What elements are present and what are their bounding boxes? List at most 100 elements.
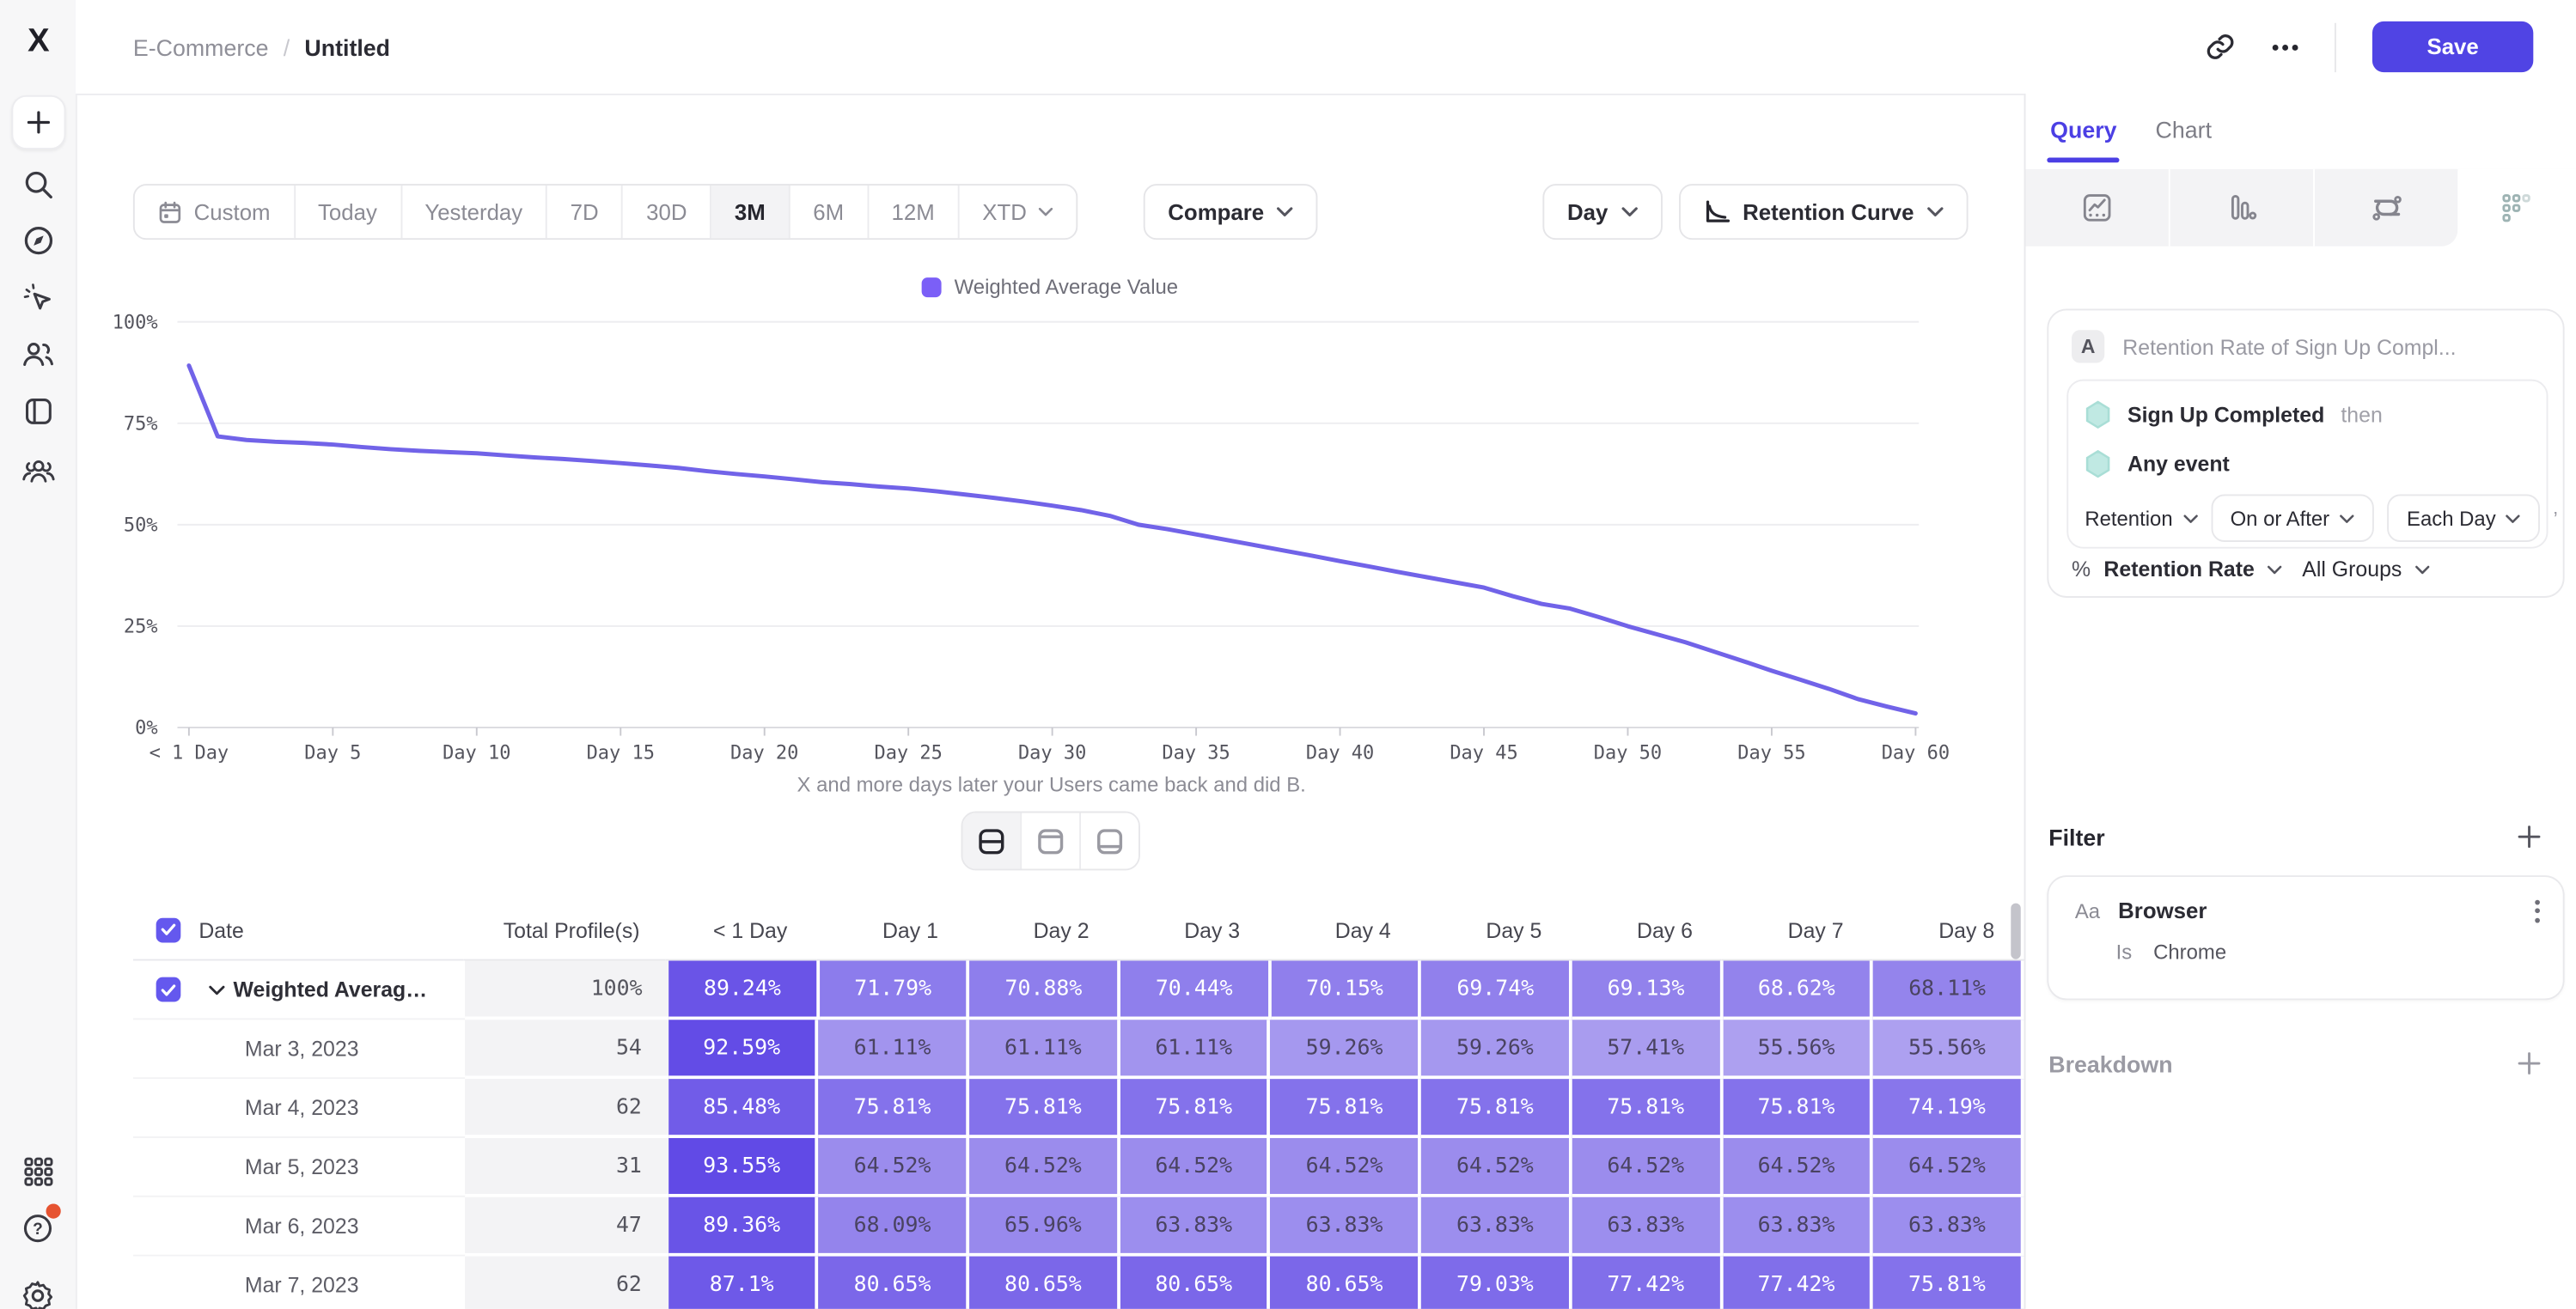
retention-cell[interactable]: 68.62% — [1723, 960, 1874, 1020]
range-xtd[interactable]: XTD — [959, 186, 1076, 238]
retention-cell[interactable]: 69.74% — [1421, 960, 1572, 1020]
retention-cell[interactable]: 75.81% — [969, 1079, 1120, 1139]
add-breakdown-button[interactable] — [2517, 1051, 2542, 1076]
retention-cell[interactable]: 80.65% — [969, 1256, 1120, 1309]
retention-cell[interactable]: 70.15% — [1271, 960, 1422, 1020]
groups-dropdown[interactable]: All Groups — [2302, 557, 2402, 581]
retention-cell[interactable]: 75.81% — [1572, 1079, 1723, 1139]
breadcrumb-project[interactable]: E-Commerce — [132, 34, 269, 61]
range-3m[interactable]: 3M — [711, 186, 791, 239]
window-dropdown[interactable]: On or After — [2210, 494, 2374, 542]
retention-cell[interactable]: 79.03% — [1421, 1256, 1572, 1309]
apps-grid-icon[interactable] — [13, 1147, 62, 1196]
tab-query[interactable]: Query — [2047, 116, 2121, 163]
retention-cell[interactable]: 89.36% — [668, 1196, 819, 1257]
retention-cell[interactable]: 55.56% — [1873, 1020, 2024, 1080]
retention-cell[interactable]: 68.09% — [818, 1196, 970, 1257]
measure-dropdown[interactable]: Retention Rate — [2103, 557, 2255, 581]
select-all-checkbox[interactable] — [156, 916, 181, 942]
retention-cell[interactable]: 63.83% — [1873, 1196, 2024, 1257]
retention-cell[interactable]: 59.26% — [1421, 1020, 1572, 1080]
retention-mode-dropdown[interactable]: Retention — [2085, 507, 2197, 530]
retention-cell[interactable]: 93.55% — [668, 1138, 819, 1197]
compare-button[interactable]: Compare — [1143, 184, 1319, 240]
retention-cell[interactable]: 80.65% — [1270, 1256, 1422, 1309]
retention-cell[interactable]: 64.52% — [1873, 1138, 2024, 1197]
retention-cell[interactable]: 63.83% — [1270, 1196, 1422, 1257]
add-filter-button[interactable] — [2517, 825, 2542, 849]
new-report-button[interactable] — [11, 94, 66, 149]
split-view-button[interactable] — [961, 813, 1022, 869]
bucket-dropdown[interactable]: Each Day — [2387, 494, 2541, 542]
retention-cell[interactable]: 63.83% — [1120, 1196, 1271, 1257]
retention-cell[interactable]: 85.48% — [668, 1079, 819, 1139]
retention-cell[interactable]: 70.44% — [1120, 960, 1272, 1020]
flows-icon[interactable] — [2315, 168, 2458, 247]
range-custom[interactable]: Custom — [135, 186, 296, 239]
first-event[interactable]: Sign Up Completed — [2127, 402, 2325, 428]
chart-only-view-button[interactable] — [1021, 813, 1081, 869]
cohorts-group-icon[interactable] — [13, 445, 62, 494]
table-scrollbar[interactable] — [2011, 903, 2021, 959]
range-6m[interactable]: 6M — [790, 186, 869, 239]
save-button[interactable]: Save — [2372, 21, 2534, 73]
chart-type-button[interactable]: Retention Curve — [1678, 184, 1969, 240]
retention-cell[interactable]: 87.1% — [668, 1256, 819, 1309]
retention-cell[interactable]: 64.52% — [1722, 1138, 1874, 1197]
filter-value[interactable]: Chrome — [2153, 941, 2227, 965]
retention-cell[interactable]: 77.42% — [1722, 1256, 1874, 1309]
retention-cell[interactable]: 74.19% — [1873, 1079, 2024, 1139]
retention-cell[interactable]: 75.81% — [1873, 1256, 2024, 1309]
row-checkbox[interactable] — [156, 977, 181, 1002]
retention-curve-chart[interactable]: 100% 75% 50% 25% 0% < 1 Day Day 5 Day 10 Day 15 D… — [76, 263, 2024, 805]
filter-operator[interactable]: Is — [2115, 941, 2133, 965]
filter-options-icon[interactable] — [2535, 898, 2540, 922]
query-title[interactable]: Retention Rate of Sign Up Compl... — [2122, 334, 2457, 359]
tab-chart[interactable]: Chart — [2155, 116, 2212, 143]
retention-cell[interactable]: 64.52% — [1120, 1138, 1271, 1197]
retention-cell[interactable]: 70.88% — [969, 960, 1121, 1020]
events-cursor-icon[interactable] — [13, 272, 62, 321]
discover-compass-icon[interactable] — [13, 215, 62, 264]
retention-cell[interactable]: 64.52% — [1572, 1138, 1723, 1197]
retention-cell[interactable]: 75.81% — [1120, 1079, 1271, 1139]
filter-property[interactable]: Browser — [2118, 898, 2207, 923]
retention-cell[interactable]: 80.65% — [1120, 1256, 1271, 1309]
retention-cell[interactable]: 57.41% — [1572, 1020, 1723, 1080]
bar-chart-icon[interactable] — [2170, 168, 2316, 247]
retention-cell[interactable]: 61.11% — [969, 1020, 1120, 1080]
audiences-users-icon[interactable] — [13, 328, 62, 377]
granularity-button[interactable]: Day — [1542, 184, 1663, 240]
retention-cell[interactable]: 68.11% — [1873, 960, 2024, 1020]
reports-panel-icon[interactable] — [13, 386, 62, 435]
retention-cell[interactable]: 64.52% — [969, 1138, 1120, 1197]
chart-legend[interactable]: Weighted Average Value — [76, 276, 2024, 299]
retention-cell[interactable]: 69.13% — [1572, 960, 1724, 1020]
retention-cell[interactable]: 63.83% — [1572, 1196, 1723, 1257]
retention-cell[interactable]: 61.11% — [1120, 1020, 1271, 1080]
retention-cell[interactable]: 92.59% — [668, 1020, 819, 1080]
retention-cell[interactable]: 75.81% — [818, 1079, 970, 1139]
settings-gear-icon[interactable] — [13, 1271, 62, 1309]
retention-cell[interactable]: 63.83% — [1421, 1196, 1572, 1257]
retention-line[interactable] — [186, 363, 1918, 716]
retention-cell[interactable]: 89.24% — [668, 960, 820, 1020]
app-logo[interactable]: X — [27, 22, 50, 59]
retention-cell[interactable]: 75.81% — [1421, 1079, 1572, 1139]
range-12m[interactable]: 12M — [869, 186, 960, 239]
retention-cell[interactable]: 59.26% — [1270, 1020, 1422, 1080]
retention-cell[interactable]: 64.52% — [1270, 1138, 1422, 1197]
retention-cell[interactable]: 75.81% — [1722, 1079, 1874, 1139]
retention-grid-icon[interactable] — [2457, 168, 2576, 247]
retention-cell[interactable]: 77.42% — [1572, 1256, 1723, 1309]
share-link-icon[interactable] — [2205, 31, 2236, 62]
range-30d[interactable]: 30D — [623, 186, 712, 239]
more-actions-icon[interactable] — [2272, 44, 2298, 51]
retention-cell[interactable]: 55.56% — [1722, 1020, 1874, 1080]
retention-cell[interactable]: 64.52% — [1421, 1138, 1572, 1197]
retention-cell[interactable]: 61.11% — [818, 1020, 970, 1080]
search-icon[interactable] — [13, 159, 62, 208]
retention-cell[interactable]: 63.83% — [1722, 1196, 1874, 1257]
retention-cell[interactable]: 65.96% — [969, 1196, 1120, 1257]
range-yesterday[interactable]: Yesterday — [402, 186, 547, 239]
